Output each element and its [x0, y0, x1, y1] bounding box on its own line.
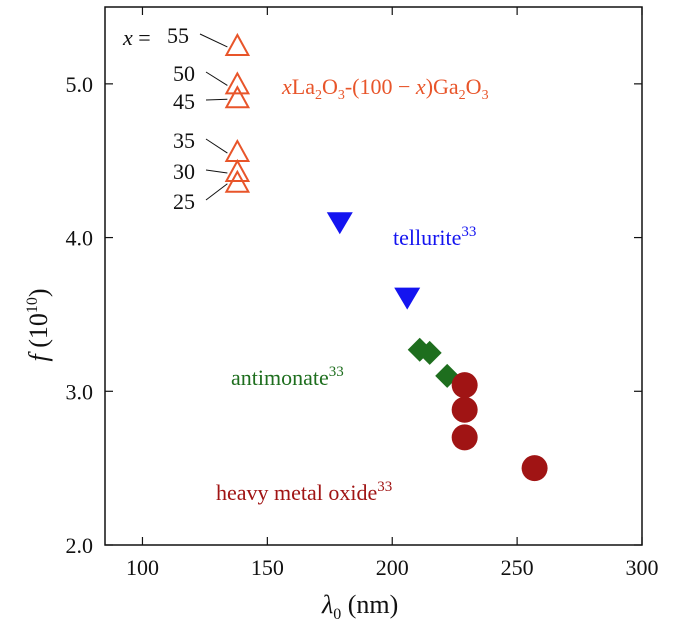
tellurite-marker — [394, 287, 421, 310]
leader-line — [199, 33, 228, 48]
data-points — [224, 32, 548, 482]
point-x-labels: 55 50 45 35 30 25 — [167, 23, 195, 214]
x-axis-ticks: 100 150 200 250 300 — [126, 7, 659, 580]
heavy-metal-oxide-marker — [451, 372, 478, 399]
heavy-metal-oxide-marker — [451, 424, 478, 451]
y-tick-label: 4.0 — [66, 226, 94, 251]
triangle-marker — [224, 32, 251, 56]
heavy-metal-oxide-label: heavy metal oxide33 — [216, 479, 392, 505]
la-ga-oxide-label: xLa2O3-(100 − x)Ga2O3 — [281, 74, 489, 103]
x-equals-label: x = — [122, 25, 151, 50]
x-composition-label: 25 — [173, 189, 195, 214]
triangle-marker — [224, 71, 251, 95]
x-tick-label: 250 — [501, 555, 534, 580]
x-tick-label: 300 — [626, 555, 659, 580]
x-composition-label: 50 — [173, 61, 195, 86]
leader-line — [205, 183, 228, 201]
tellurite-marker — [326, 212, 353, 235]
leader-line — [205, 71, 228, 86]
triangle-marker — [224, 138, 251, 163]
x-composition-label: 55 — [167, 23, 189, 48]
leader-lines — [199, 33, 228, 201]
triangle-marker — [224, 158, 251, 183]
y-axis-title: f (1010) — [24, 288, 53, 361]
x-axis-title: λ0 (nm) — [321, 590, 398, 623]
x-composition-label: 45 — [173, 89, 195, 114]
y-tick-label: 3.0 — [66, 379, 94, 404]
y-axis-ticks: 2.0 3.0 4.0 5.0 — [66, 72, 642, 558]
x-composition-label: 30 — [173, 159, 195, 184]
triangle-marker — [224, 169, 251, 193]
antimonate-marker — [417, 340, 442, 365]
antimonate-label: antimonate33 — [231, 364, 344, 390]
leader-line — [205, 138, 228, 154]
leader-line — [205, 98, 228, 101]
triangle-marker — [224, 85, 251, 109]
heavy-metal-oxide-marker — [521, 455, 548, 482]
plot-frame — [104, 6, 643, 546]
x-tick-label: 150 — [251, 555, 284, 580]
y-tick-label: 2.0 — [66, 533, 94, 558]
y-tick-label: 5.0 — [66, 72, 94, 97]
leader-line — [205, 169, 228, 174]
heavy-metal-oxide-marker — [451, 396, 478, 423]
x-composition-label: 35 — [173, 128, 195, 153]
tellurite-label: tellurite33 — [393, 224, 476, 250]
x-tick-label: 100 — [126, 555, 159, 580]
x-tick-label: 200 — [376, 555, 409, 580]
